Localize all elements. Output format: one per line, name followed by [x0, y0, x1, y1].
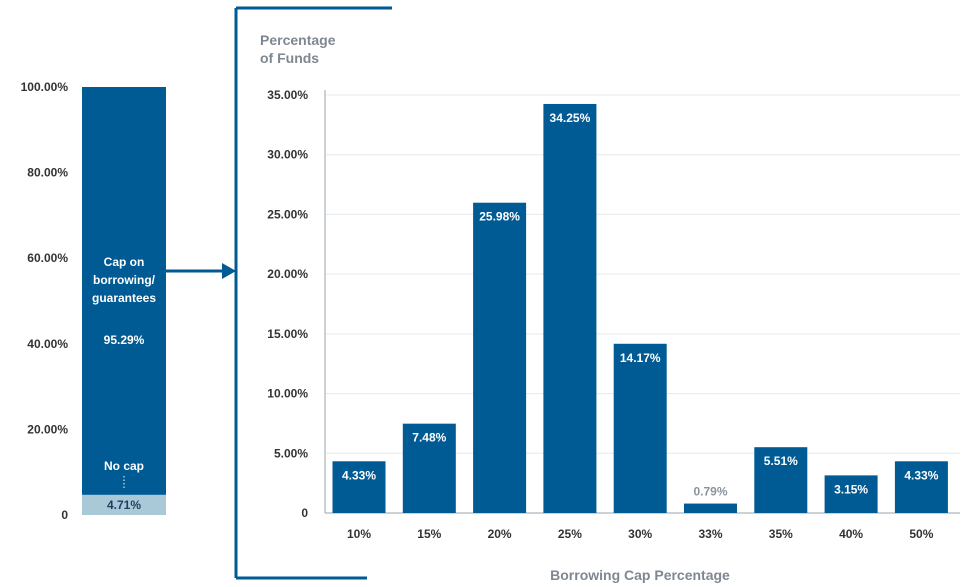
cap-series-label-line: Cap on — [104, 255, 145, 269]
cap-series-label-line: guarantees — [92, 291, 156, 305]
no-cap-value-label: 4.71% — [107, 498, 141, 512]
x-tick-label: 30% — [628, 527, 652, 541]
y-tick-label: 30.00% — [267, 148, 308, 162]
left-y-tick-label: 40.00% — [27, 337, 68, 351]
bar-value-label: 4.33% — [342, 468, 376, 482]
bar-35% — [754, 447, 808, 513]
bar-50% — [894, 461, 948, 513]
x-tick-label: 33% — [698, 527, 722, 541]
bar-10% — [332, 461, 386, 513]
y-axis-title-line-2: of Funds — [260, 50, 319, 66]
bar-40% — [824, 475, 878, 513]
bar-value-label: 7.48% — [412, 431, 446, 445]
cap-value-label: 95.29% — [104, 333, 145, 347]
y-tick-label: 25.00% — [267, 207, 308, 221]
x-axis-title: Borrowing Cap Percentage — [550, 567, 730, 583]
bar-value-label: 25.98% — [479, 210, 520, 224]
bar-value-label: 4.33% — [904, 468, 938, 482]
cap-series-label-line: borrowing/ — [93, 273, 156, 287]
no-cap-series-label: No cap — [104, 459, 144, 473]
y-tick-label: 10.00% — [267, 387, 308, 401]
x-tick-label: 35% — [769, 527, 793, 541]
bar-value-label: 14.17% — [620, 351, 661, 365]
x-tick-label: 20% — [488, 527, 512, 541]
y-tick-label: 5.00% — [274, 446, 308, 460]
y-tick-label: 0 — [301, 506, 308, 520]
x-tick-label: 15% — [417, 527, 441, 541]
cap-bar — [82, 87, 166, 495]
y-axis-title-line-1: Percentage — [260, 32, 336, 48]
left-y-tick-label: 80.00% — [27, 166, 68, 180]
cap-share-chart: 0 20.00% 40.00% 60.00% 80.00% 100.00% 4.71% No … — [21, 80, 166, 522]
borrowing-cap-distribution-chart: Percentage of Funds Borrowing Cap Percen… — [260, 32, 960, 583]
y-tick-label: 20.00% — [267, 267, 308, 281]
bar-33% — [684, 503, 737, 513]
x-tick-label: 10% — [347, 527, 371, 541]
bar-15% — [402, 423, 456, 513]
y-tick-label: 35.00% — [267, 88, 308, 102]
bar-value-label: 5.51% — [764, 454, 798, 468]
left-y-tick-label: 0 — [61, 508, 68, 522]
x-tick-label: 40% — [839, 527, 863, 541]
left-y-tick-label: 20.00% — [27, 422, 68, 436]
bar-value-label: 0.79% — [693, 485, 727, 499]
x-tick-label: 25% — [558, 527, 582, 541]
bar-20% — [473, 202, 527, 513]
left-y-tick-label: 100.00% — [21, 80, 69, 94]
connector-arrow-head — [222, 263, 236, 279]
left-y-tick-label: 60.00% — [27, 251, 68, 265]
bar-25% — [543, 103, 597, 513]
bar-value-label: 3.15% — [834, 482, 868, 496]
bar-value-label: 34.25% — [550, 111, 591, 125]
y-tick-label: 15.00% — [267, 327, 308, 341]
x-tick-label: 50% — [909, 527, 933, 541]
bar-30% — [613, 343, 667, 513]
bracket-connector — [166, 6, 392, 580]
no-cap-bar — [82, 494, 166, 515]
